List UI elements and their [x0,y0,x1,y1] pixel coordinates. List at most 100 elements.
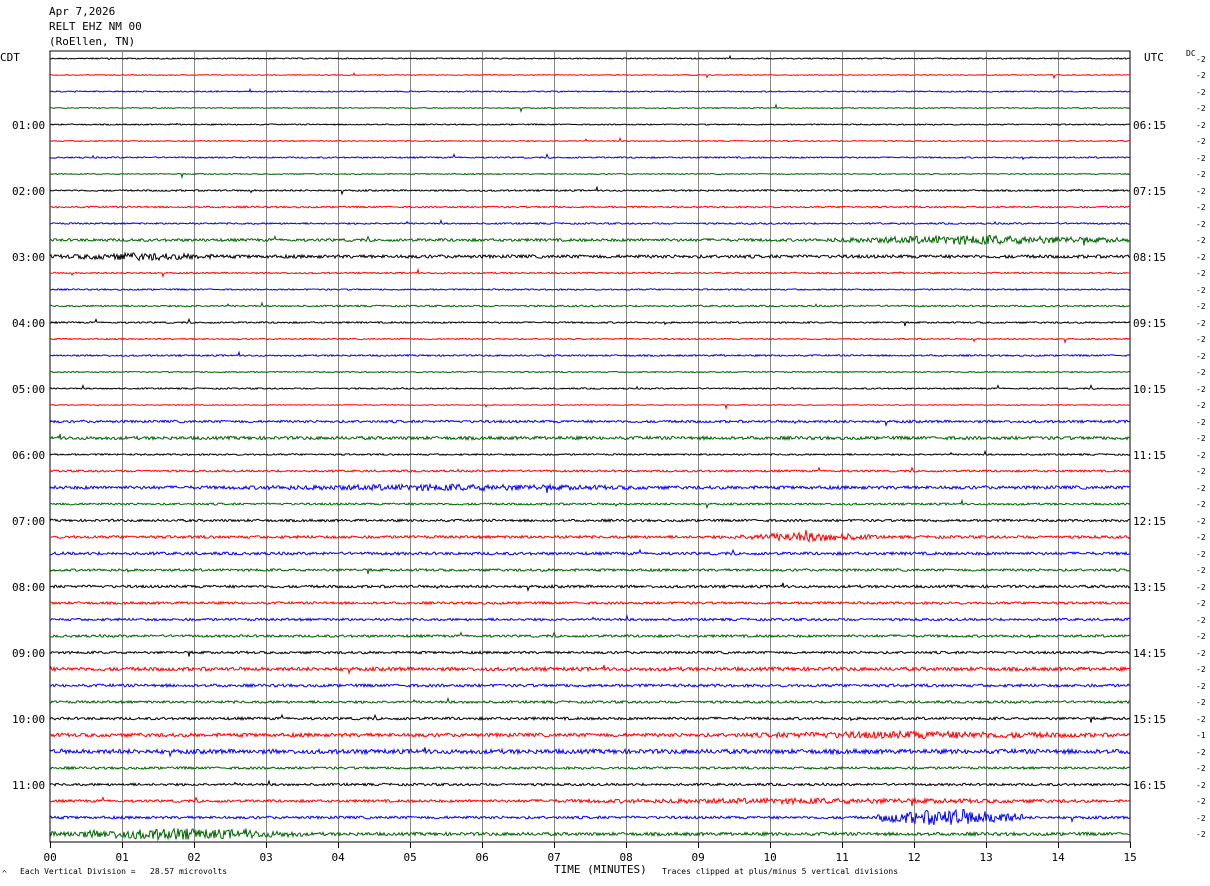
trace-value-34: -2 [1196,615,1206,625]
right-hour-label-7: 13:15 [1133,580,1167,594]
trace-5 [50,136,1131,143]
left-hour-label-7: 08:00 [12,580,46,594]
trace-value-42: -2 [1196,747,1206,757]
minute-gridlines [122,51,1059,842]
trace-15 [49,301,1131,308]
trace-43 [49,765,1131,771]
right-hour-label-5: 11:15 [1133,448,1167,462]
trace-value-5: -2 [1196,137,1206,146]
trace-25 [49,466,1131,474]
right-timezone: UTC [1144,51,1164,64]
trace-37 [49,664,1131,675]
x-tick-label-11: 11 [835,851,849,864]
trace-value-11: -2 [1196,236,1206,245]
trace-value-29: -2 [1196,533,1206,542]
trace-36 [49,650,1131,657]
x-tick-label-2: 02 [187,851,201,864]
trace-value-7: -2 [1196,170,1206,179]
left-hour-label-6: 07:00 [12,514,46,528]
trace-value-25: -2 [1196,467,1206,476]
trace-value-20: -2 [1196,384,1206,394]
trace-0 [50,54,1131,60]
trace-value-10: -2 [1196,219,1206,229]
trace-1 [49,72,1131,80]
trace-6 [49,152,1131,161]
left-hour-label-1: 02:00 [12,184,46,198]
trace-21 [50,403,1131,410]
trace-value-8: -2 [1196,186,1206,196]
trace-value-24: -2 [1196,450,1206,460]
trace-value-40: -2 [1196,714,1206,724]
trace-45 [49,796,1131,807]
left-hour-label-2: 03:00 [12,250,46,264]
x-tick-label-10: 10 [763,851,777,864]
left-hour-label-4: 05:00 [12,382,46,396]
trace-value-16: -2 [1196,318,1206,328]
x-tick-label-7: 07 [547,851,561,864]
trace-29 [49,529,1131,543]
x-tick-label-15: 15 [1123,851,1137,864]
x-tick-label-0: 00 [43,851,57,864]
trace-3 [49,103,1131,113]
trace-value-3: -2 [1196,104,1206,113]
trace-value-0: -2 [1196,54,1206,64]
trace-19 [49,370,1131,374]
x-tick-label-12: 12 [907,851,921,864]
trace-27 [49,498,1131,510]
x-axis-label: TIME (MINUTES) [554,863,647,876]
trace-value-47: -2 [1196,830,1206,839]
x-tick-label-8: 08 [619,851,633,864]
trace-40 [49,713,1131,723]
right-hour-label-4: 10:15 [1133,382,1167,396]
trace-9 [49,205,1130,209]
left-timezone: CDT [0,51,20,64]
trace-13 [49,267,1131,279]
x-tick-label-4: 04 [331,851,345,864]
x-tick-label-1: 01 [115,851,129,864]
trace-value-2: -2 [1196,87,1206,97]
trace-2 [49,88,1131,93]
trace-16 [50,317,1131,327]
trace-42 [49,747,1131,758]
trace-35 [49,631,1131,639]
right-hour-label-0: 06:15 [1133,118,1167,132]
trace-20 [49,383,1131,390]
corner-mark: ^ [2,869,7,878]
trace-38 [49,682,1131,689]
division-note: Each Vertical Division = 28.57 microvolt… [20,867,228,876]
header-date: Apr 7,2026 [49,5,116,18]
trace-value-17: -2 [1196,335,1206,344]
trace-group [49,54,1131,842]
trace-value-15: -2 [1196,302,1206,311]
dc-label: DC [1186,49,1196,58]
trace-46 [49,808,1131,826]
trace-47 [49,827,1130,842]
trace-value-1: -2 [1196,71,1206,80]
left-hour-label-0: 01:00 [12,118,46,132]
trace-34 [49,614,1131,622]
trace-value-35: -2 [1196,632,1206,641]
trace-value-43: -2 [1196,764,1206,773]
x-tick-label-3: 03 [259,851,273,864]
right-hour-label-9: 15:15 [1133,712,1167,726]
trace-value-37: -2 [1196,665,1206,674]
left-hour-label-5: 06:00 [12,448,46,462]
trace-14 [49,287,1131,292]
trace-33 [49,600,1131,606]
trace-value-14: -2 [1196,285,1206,295]
trace-39 [49,696,1131,705]
left-hour-label-9: 10:00 [12,712,46,726]
trace-26 [49,482,1131,493]
trace-10 [49,218,1131,226]
trace-32 [49,582,1131,592]
trace-value-22: -2 [1196,417,1206,427]
trace-value-21: -2 [1196,401,1206,410]
trace-28 [49,518,1131,523]
x-tick-label-14: 14 [1051,851,1065,864]
trace-value-45: -2 [1196,797,1206,806]
left-hour-label-10: 11:00 [12,778,46,792]
trace-value-4: -2 [1196,120,1206,130]
trace-41 [49,729,1131,740]
header-station: RELT EHZ NM 00 [49,20,142,33]
